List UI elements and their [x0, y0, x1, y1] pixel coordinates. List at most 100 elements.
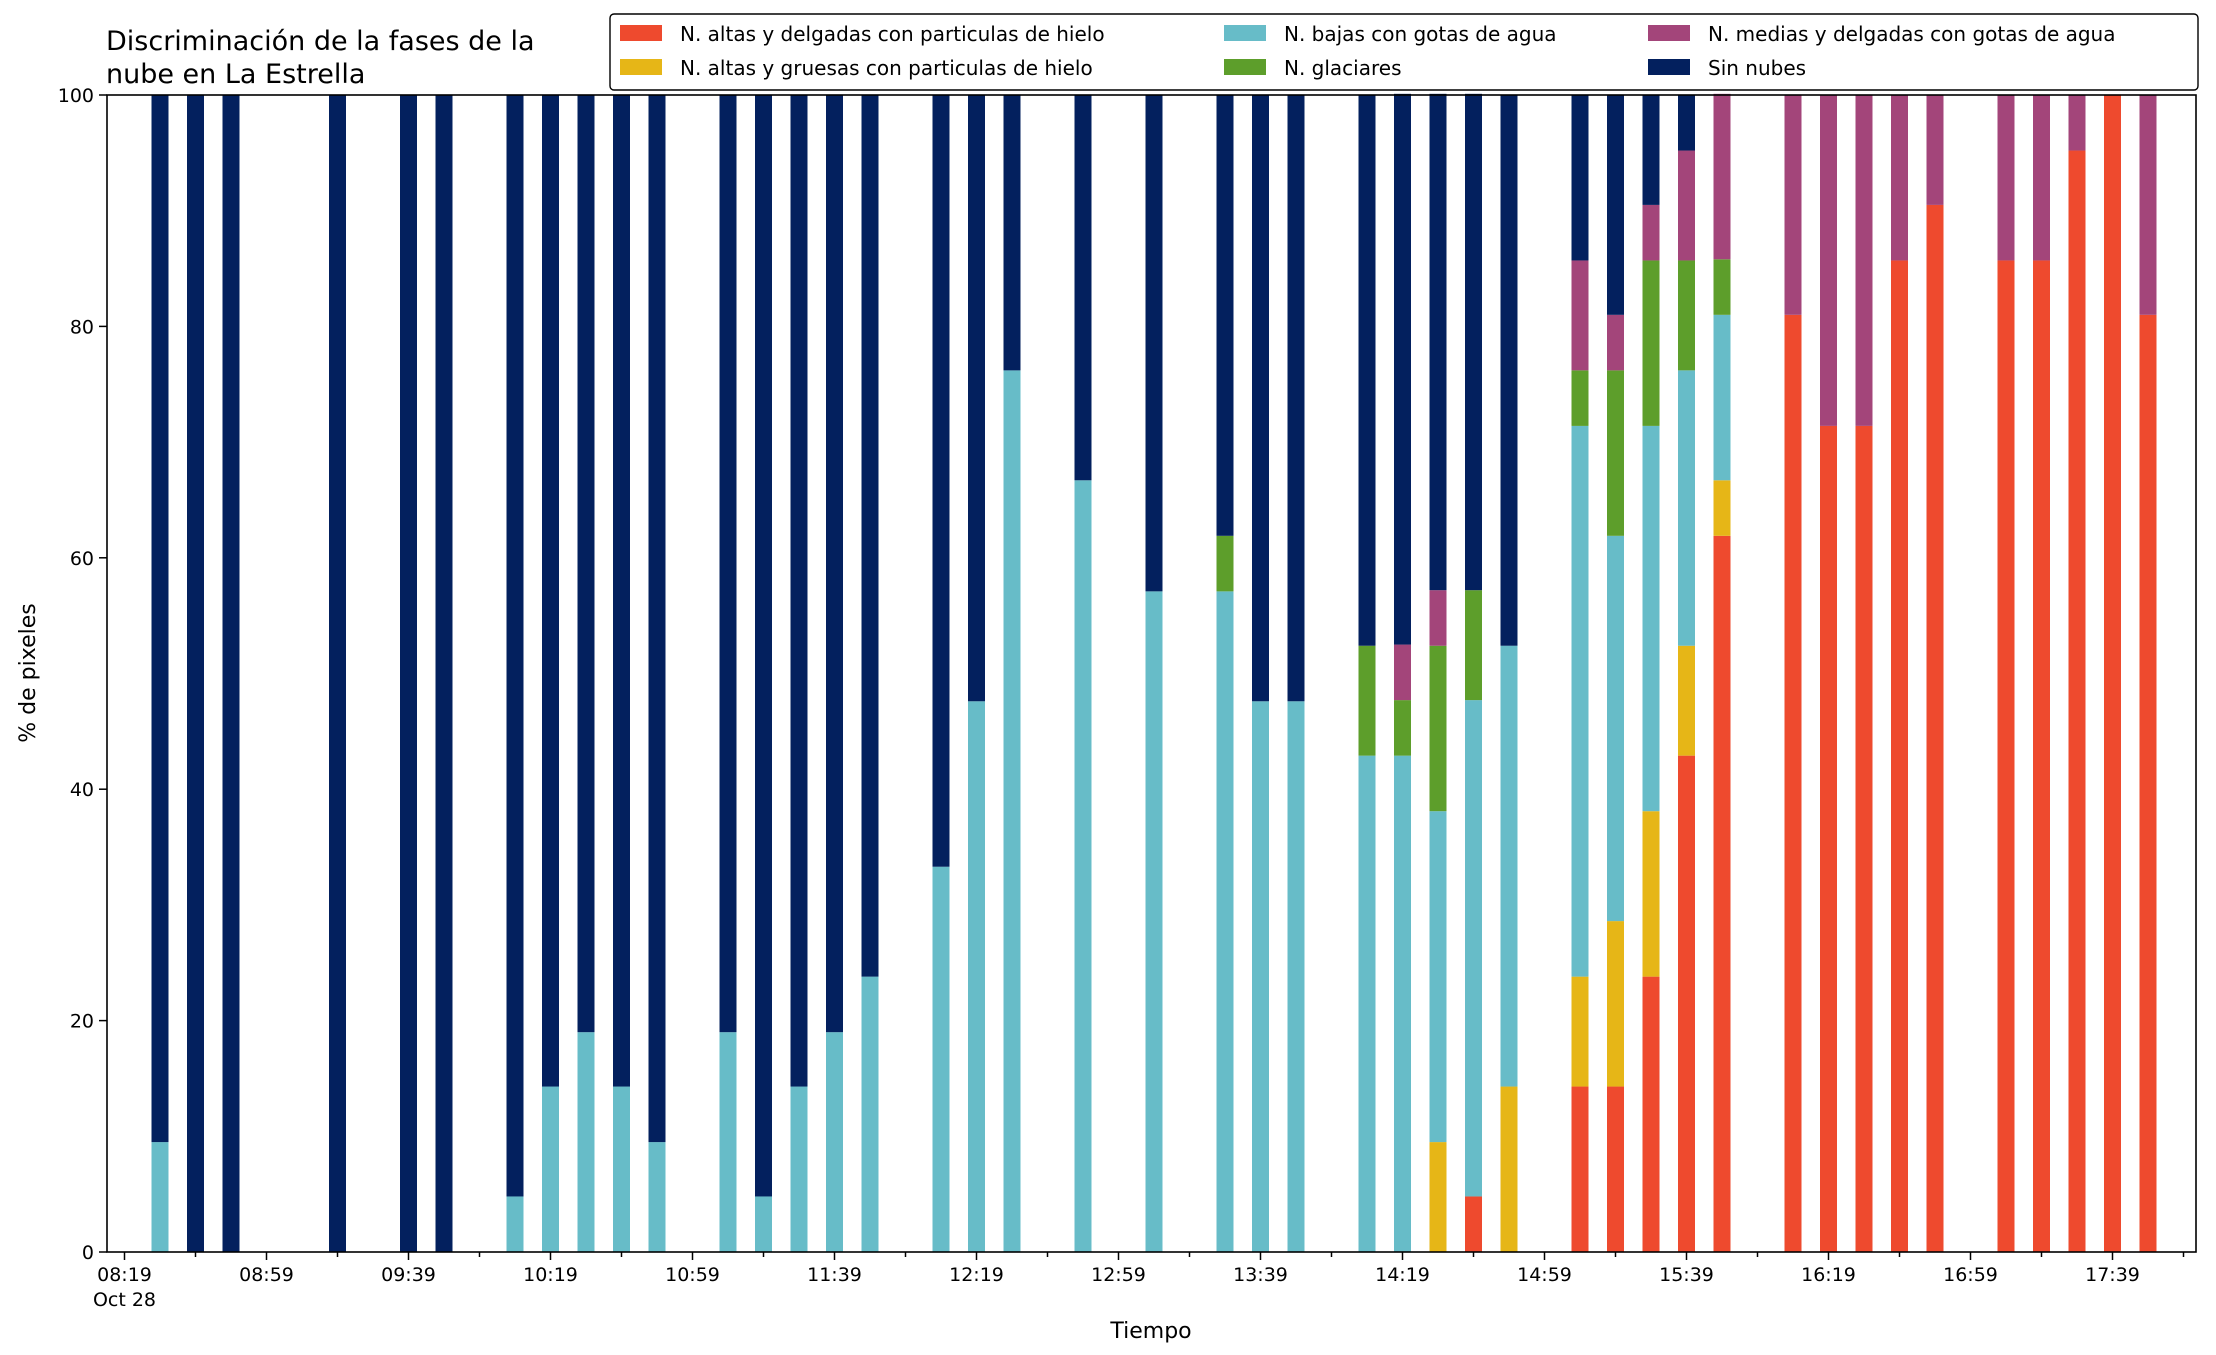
bar-segment-s2-10:09 [506, 1196, 524, 1252]
bar-series-group [151, 93, 2157, 1253]
bar-segment-s4-15:19 [1607, 314, 1624, 371]
chart-title-line-2: nube en La Estrella [106, 59, 365, 90]
bar-segment-s2-14:19 [1394, 755, 1411, 1252]
bar-segment-s4-17:29 [2068, 95, 2086, 151]
bar-segment-s4-17:19 [2033, 95, 2050, 261]
legend-item: N. altas y gruesas con particulas de hie… [620, 56, 1093, 80]
bar-segment-s2-14:29 [1429, 811, 1447, 1143]
bar-segment-s2-10:39 [613, 1086, 630, 1252]
bar-segment-s5-10:09 [506, 95, 524, 1197]
legend-item: N. bajas con gotas de agua [1224, 22, 1557, 46]
legend-item: N. glaciares [1224, 56, 1402, 80]
y-tick-label: 100 [58, 85, 94, 107]
bar-segment-s4-16:39 [1891, 95, 1908, 261]
bar-segment-s2-15:29 [1642, 425, 1660, 812]
bar-segment-s0-15:29 [1642, 976, 1660, 1252]
bar-segment-s5-15:09 [1571, 95, 1589, 261]
legend-swatch [620, 59, 662, 75]
bar-segment-s5-12:49 [1074, 95, 1092, 481]
bar-segment-s5-13:49 [1287, 95, 1305, 702]
y-axis-label: % de pixeles [16, 603, 41, 742]
bar-segment-s0-15:39 [1678, 755, 1695, 1252]
legend-item: N. medias y delgadas con gotas de agua [1648, 22, 2116, 46]
bar-segment-s5-08:29 [151, 95, 169, 1143]
legend-item: Sin nubes [1648, 56, 1806, 80]
bar-segment-s3-14:09 [1358, 645, 1376, 756]
bar-segment-s2-15:49 [1713, 314, 1731, 481]
bar-segment-s2-15:09 [1571, 425, 1589, 977]
bar-segment-s4-16:09 [1784, 95, 1802, 315]
bar-segment-s4-17:49 [2139, 95, 2157, 315]
y-tick-label: 0 [82, 1242, 94, 1264]
bar-segment-s5-14:29 [1429, 93, 1447, 591]
y-tick-label: 20 [70, 1011, 94, 1033]
bar-segment-s4-14:29 [1429, 590, 1447, 646]
bar-segment-s5-14:19 [1394, 93, 1411, 645]
bar-segment-s5-11:19 [755, 95, 772, 1197]
bar-segment-s2-14:09 [1358, 755, 1376, 1252]
bar-segment-s0-16:29 [1855, 425, 1873, 1252]
bar-segment-s4-14:19 [1394, 644, 1411, 701]
bar-segment-s0-15:49 [1713, 535, 1731, 1252]
bar-segment-s5-12:19 [968, 95, 985, 702]
y-tick-label: 40 [70, 779, 94, 801]
bar-segment-s4-16:29 [1855, 95, 1873, 426]
x-axis: 08:19 08:59 09:39 10:19 10:59 11:39 12:19 12:59… [93, 1252, 2185, 1311]
bar-segment-s3-15:09 [1571, 370, 1589, 426]
bar-segment-s0-17:39 [2104, 95, 2121, 1252]
bar-segment-s5-09:19 [329, 95, 346, 1252]
bar-segment-s1-14:29 [1429, 1142, 1447, 1252]
bar-segment-s5-13:29 [1216, 95, 1234, 536]
bar-segment-s5-10:49 [648, 95, 666, 1143]
bar-segment-s2-11:09 [719, 1032, 737, 1252]
bar-segment-s5-14:49 [1500, 95, 1518, 646]
legend-item: N. altas y delgadas con particulas de hi… [620, 22, 1105, 46]
x-tick-label: 16:19 [1801, 1264, 1856, 1286]
bar-segment-s5-08:39 [187, 95, 204, 1252]
bar-segment-s5-08:49 [222, 95, 240, 1252]
x-tick-label: 13:39 [1233, 1264, 1288, 1286]
bar-segment-s0-17:09 [1997, 260, 2015, 1252]
legend-label: Sin nubes [1708, 56, 1806, 80]
legend-swatch [1648, 25, 1690, 41]
bar-segment-s4-15:29 [1642, 204, 1660, 261]
bar-segment-s4-15:39 [1678, 150, 1695, 261]
bar-segment-s2-10:19 [542, 1086, 559, 1252]
legend-label: N. altas y gruesas con particulas de hie… [680, 56, 1093, 80]
bar-segment-s2-12:09 [932, 866, 950, 1252]
bar-segment-s0-16:19 [1820, 425, 1837, 1252]
bar-segment-s2-13:09 [1145, 591, 1163, 1252]
legend-label: N. bajas con gotas de agua [1284, 22, 1557, 46]
x-tick-label: 09:39 [381, 1264, 436, 1286]
x-tick-label: 11:39 [807, 1264, 862, 1286]
bar-segment-s1-15:09 [1571, 976, 1589, 1087]
bar-segment-s4-17:09 [1997, 95, 2015, 261]
chart-title-line-1: Discriminación de la fases de la [106, 26, 535, 57]
x-tick-label: 12:19 [949, 1264, 1004, 1286]
x-tick-label: 12:59 [1091, 1264, 1146, 1286]
bar-segment-s2-10:29 [577, 1032, 595, 1252]
bar-segment-s5-11:49 [861, 95, 879, 977]
bar-segment-s1-15:39 [1678, 645, 1695, 756]
bar-segment-s5-12:29 [1003, 95, 1021, 371]
bar-segment-s2-12:49 [1074, 480, 1092, 1252]
bar-segment-s5-10:19 [542, 95, 559, 1087]
bar-segment-s4-16:19 [1820, 95, 1837, 426]
x-tick-label: 16:59 [1943, 1264, 1998, 1286]
legend-swatch [1224, 59, 1266, 75]
bar-segment-s5-15:39 [1678, 95, 1695, 151]
bar-segment-s0-16:09 [1784, 314, 1802, 1253]
bar-segment-s2-15:39 [1678, 370, 1695, 646]
bar-segment-s5-15:19 [1607, 95, 1624, 315]
legend: N. altas y delgadas con particulas de hi… [609, 13, 2199, 91]
bar-segment-s5-14:39 [1465, 93, 1482, 591]
bar-segment-s0-17:49 [2139, 314, 2157, 1253]
bar-segment-s0-16:39 [1891, 260, 1908, 1252]
bar-segment-s5-11:09 [719, 95, 737, 1033]
bar-segment-s4-15:49 [1713, 93, 1731, 260]
legend-swatch [1224, 25, 1266, 41]
chart-title: Discriminación de la fases de la nube en… [106, 26, 535, 90]
bar-segment-s0-15:09 [1571, 1086, 1589, 1252]
x-tick-label: 14:19 [1375, 1264, 1430, 1286]
x-tick-label: 08:19 [97, 1264, 152, 1286]
